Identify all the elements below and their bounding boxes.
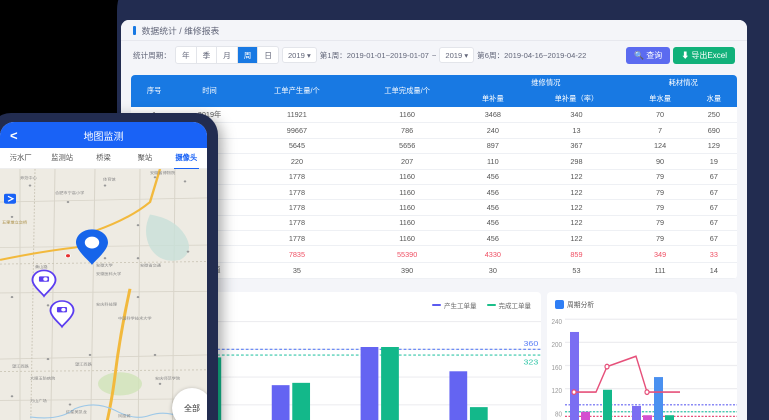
svg-text:安徽医科大学: 安徽医科大学 [96, 271, 121, 276]
svg-text:安庆科技理: 安庆科技理 [96, 302, 117, 307]
svg-text:240: 240 [552, 319, 563, 326]
svg-text:大眼玉防病院: 大眼玉防病院 [30, 376, 55, 381]
svg-text:200: 200 [552, 342, 563, 349]
svg-text:合肥市宁高小学: 合肥市宁高小学 [55, 190, 85, 195]
svg-text:凤凰城: 凤凰城 [118, 413, 131, 418]
svg-text:安徽大学: 安徽大学 [96, 263, 113, 268]
svg-text:120: 120 [552, 388, 563, 395]
svg-text:万山广场: 万山广场 [30, 398, 47, 403]
svg-text:师范中心: 师范中心 [20, 175, 37, 180]
svg-text:安徽省交通: 安徽省交通 [140, 263, 161, 268]
svg-text:80: 80 [555, 411, 562, 418]
svg-text:360: 360 [523, 339, 538, 347]
svg-text:中国科学技术大学: 中国科学技术大学 [118, 316, 152, 321]
svg-text:安徽省博物院: 安徽省博物院 [150, 170, 175, 175]
svg-text:安庆师范学院: 安庆师范学院 [155, 376, 180, 381]
svg-text:望江西路: 望江西路 [75, 362, 92, 367]
svg-text:红星美凯龙: 红星美凯龙 [66, 409, 87, 414]
svg-text:黄山路: 黄山路 [35, 265, 48, 270]
svg-text:五里墩立交桥: 五里墩立交桥 [2, 220, 27, 225]
svg-text:160: 160 [552, 365, 563, 372]
svg-text:望江西路: 望江西路 [12, 364, 29, 369]
svg-text:323: 323 [523, 358, 538, 366]
svg-text:体育馆: 体育馆 [103, 177, 116, 182]
